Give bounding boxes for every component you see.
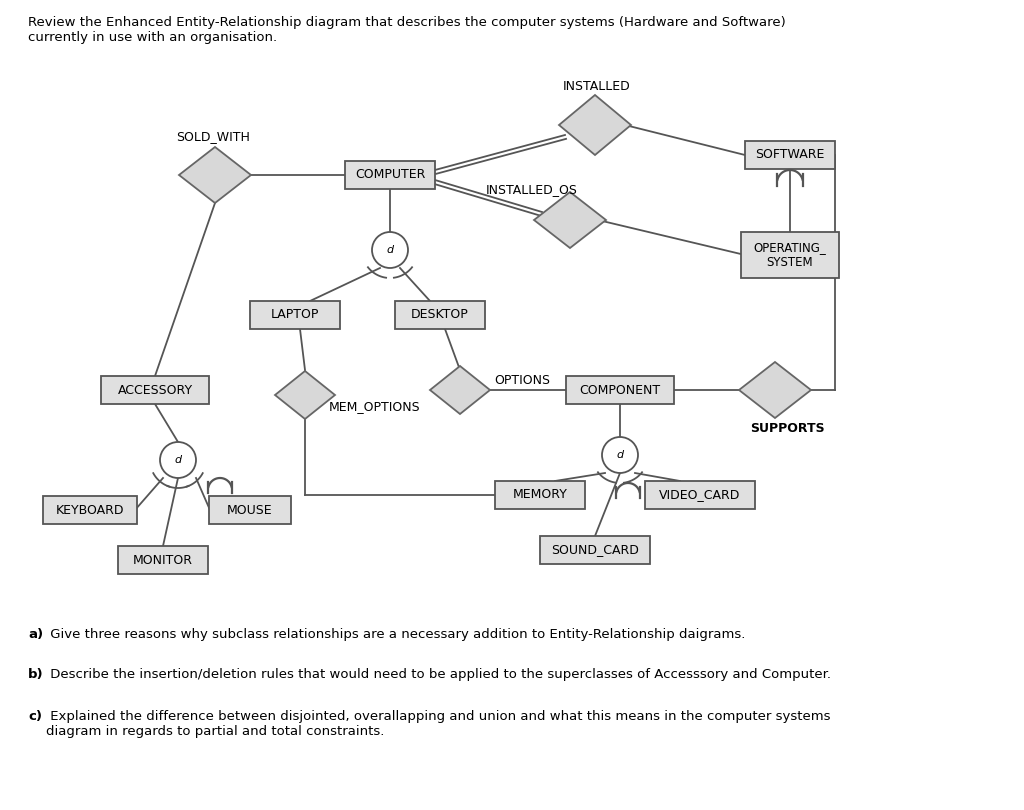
Text: KEYBOARD: KEYBOARD [55, 504, 124, 517]
Text: INSTALLED_OS: INSTALLED_OS [486, 184, 578, 197]
FancyBboxPatch shape [345, 161, 435, 189]
FancyBboxPatch shape [540, 536, 650, 564]
Polygon shape [430, 366, 490, 414]
Text: MONITOR: MONITOR [133, 553, 193, 566]
FancyBboxPatch shape [741, 232, 839, 278]
FancyBboxPatch shape [645, 481, 755, 509]
FancyBboxPatch shape [209, 496, 291, 524]
Text: SOLD_WITH: SOLD_WITH [176, 130, 250, 143]
Text: COMPUTER: COMPUTER [354, 168, 425, 181]
Text: DESKTOP: DESKTOP [411, 309, 469, 322]
Text: VIDEO_CARD: VIDEO_CARD [659, 488, 740, 501]
Text: Explained the difference between disjointed, overallapping and union and what th: Explained the difference between disjoin… [46, 710, 830, 738]
Polygon shape [179, 147, 251, 203]
Text: COMPONENT: COMPONENT [580, 383, 660, 397]
Text: d: d [386, 245, 393, 255]
Text: a): a) [28, 628, 43, 641]
Polygon shape [534, 192, 606, 248]
Text: SUPPORTS: SUPPORTS [750, 421, 824, 434]
FancyBboxPatch shape [250, 301, 340, 329]
Text: MEMORY: MEMORY [513, 488, 567, 501]
Text: b): b) [28, 668, 44, 681]
FancyBboxPatch shape [495, 481, 585, 509]
FancyBboxPatch shape [43, 496, 137, 524]
Text: MOUSE: MOUSE [227, 504, 272, 517]
Polygon shape [275, 371, 335, 419]
FancyBboxPatch shape [745, 141, 835, 169]
FancyBboxPatch shape [395, 301, 485, 329]
FancyBboxPatch shape [118, 546, 208, 574]
FancyBboxPatch shape [101, 376, 209, 404]
Circle shape [372, 232, 408, 268]
Text: MEM_OPTIONS: MEM_OPTIONS [329, 400, 421, 413]
Text: SOUND_CARD: SOUND_CARD [551, 544, 639, 556]
Circle shape [160, 442, 196, 478]
FancyBboxPatch shape [566, 376, 674, 404]
Text: c): c) [28, 710, 42, 723]
Polygon shape [739, 362, 811, 418]
Circle shape [602, 437, 638, 473]
Text: INSTALLED: INSTALLED [563, 80, 631, 93]
Text: OPTIONS: OPTIONS [494, 373, 550, 386]
Text: Describe the insertion/deletion rules that would need to be applied to the super: Describe the insertion/deletion rules th… [46, 668, 831, 681]
Text: d: d [174, 455, 181, 465]
Polygon shape [559, 95, 631, 155]
Text: LAPTOP: LAPTOP [270, 309, 319, 322]
Text: Give three reasons why subclass relationships are a necessary addition to Entity: Give three reasons why subclass relation… [46, 628, 745, 641]
Text: d: d [616, 450, 624, 460]
Text: Review the Enhanced Entity-Relationship diagram that describes the computer syst: Review the Enhanced Entity-Relationship … [28, 16, 785, 44]
Text: SOFTWARE: SOFTWARE [756, 148, 824, 161]
Text: ACCESSORY: ACCESSORY [118, 383, 193, 397]
Text: OPERATING_
SYSTEM: OPERATING_ SYSTEM [754, 241, 826, 269]
